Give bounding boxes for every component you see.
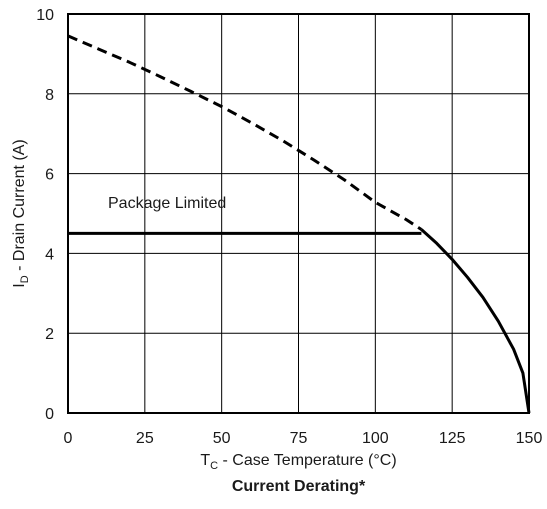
y-tick-label: 4 <box>45 246 54 263</box>
x-axis-title-main: T <box>200 452 210 469</box>
plot-area-frame <box>67 13 530 414</box>
y-tick-label: 2 <box>45 326 54 343</box>
y-axis-title-main: I <box>11 283 28 287</box>
chart-title: Current Derating* <box>232 478 366 495</box>
x-tick-label: 150 <box>516 430 543 447</box>
y-tick-label: 6 <box>45 167 54 184</box>
x-tick-label: 50 <box>213 430 231 447</box>
y-tick-labels: 0 2 4 6 8 10 <box>36 7 54 423</box>
package-limited-annotation: Package Limited <box>108 195 226 212</box>
grid-lines <box>67 13 530 414</box>
x-tick-label: 0 <box>64 430 73 447</box>
x-tick-label: 25 <box>136 430 154 447</box>
theoretical-limit-dashed-line <box>67 34 423 231</box>
x-axis-title-rest: - Case Temperature (°C) <box>218 452 397 469</box>
x-tick-label: 125 <box>439 430 466 447</box>
y-axis-title: ID - Drain Current (A) <box>11 139 31 287</box>
series-layer <box>67 34 531 414</box>
x-tick-labels: 0 25 50 75 100 125 150 <box>64 430 543 447</box>
y-tick-label: 8 <box>45 87 54 104</box>
y-axis-title-rest: - Drain Current (A) <box>11 139 28 275</box>
y-tick-label: 10 <box>36 7 54 24</box>
current-limit-solid-line <box>420 228 531 414</box>
x-tick-label: 75 <box>290 430 308 447</box>
x-tick-label: 100 <box>362 430 389 447</box>
x-axis-title-subscript: C <box>210 460 218 472</box>
y-tick-label: 0 <box>45 406 54 423</box>
x-axis-title: TC - Case Temperature (°C) <box>200 452 396 472</box>
y-axis-title-subscript: D <box>19 275 31 283</box>
